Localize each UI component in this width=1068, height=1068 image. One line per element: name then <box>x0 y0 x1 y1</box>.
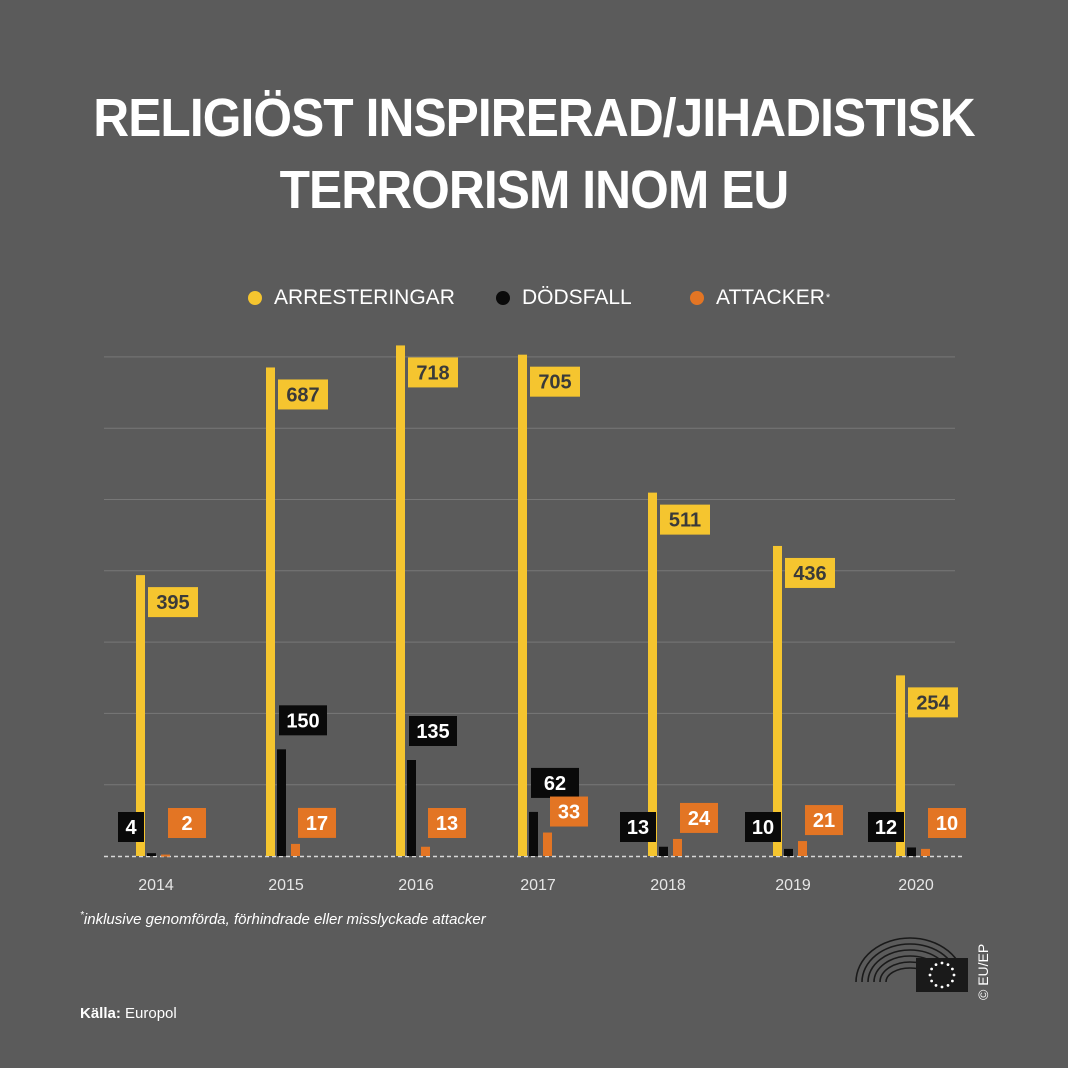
bar-attacker-2019 <box>798 841 807 856</box>
data-label-bg-dodsfall-2017 <box>531 767 579 798</box>
data-label-arresteringar-2020: 254 <box>916 692 950 714</box>
bar-arresteringar-2014 <box>136 575 145 856</box>
data-label-attacker-2014: 2 <box>181 813 192 835</box>
bar-dodsfall-2019 <box>784 848 793 856</box>
data-label-bg-dodsfall-2019 <box>745 812 781 842</box>
legend-label-dodsfall: DÖDSFALL <box>522 286 632 309</box>
bar-arresteringar-2019 <box>773 545 782 856</box>
data-label-bg-attacker-2018 <box>680 802 718 833</box>
data-label-bg-arresteringar-2015 <box>278 379 328 410</box>
x-tick-label-2014: 2014 <box>138 877 174 894</box>
legend-attacker-note: * <box>825 292 831 304</box>
x-tick-label-2017: 2017 <box>520 877 556 894</box>
data-label-bg-attacker-2020 <box>928 808 966 838</box>
x-tick-label-2015: 2015 <box>268 877 304 894</box>
legend-marker-attacker <box>690 291 704 305</box>
data-label-dodsfall-2016: 135 <box>416 721 449 743</box>
data-label-bg-arresteringar-2017 <box>530 366 580 397</box>
european-parliament-logo <box>855 937 968 992</box>
data-label-bg-arresteringar-2018 <box>660 504 710 535</box>
source-credit: Källa: Europol <box>80 1005 177 1022</box>
data-label-dodsfall-2017: 62 <box>544 773 566 795</box>
bar-arresteringar-2018 <box>648 492 657 856</box>
bar-arresteringar-2016 <box>396 345 405 856</box>
data-label-attacker-2017: 33 <box>558 802 580 824</box>
bar-attacker-2018 <box>673 838 682 856</box>
data-label-bg-dodsfall-2014 <box>118 812 144 842</box>
footnote-text: inklusive genomförda, förhindrade eller … <box>83 911 486 928</box>
data-label-bg-arresteringar-2019 <box>785 557 835 588</box>
copyright-notice: © EU/EP <box>975 943 991 1000</box>
data-label-bg-attacker-2015 <box>298 807 336 838</box>
bar-dodsfall-2018 <box>659 846 668 856</box>
data-label-bg-attacker-2016 <box>428 808 466 838</box>
bar-arresteringar-2017 <box>518 354 527 856</box>
data-label-attacker-2019: 21 <box>813 810 835 832</box>
bar-attacker-2017 <box>543 832 552 856</box>
bar-dodsfall-2015 <box>277 749 286 856</box>
data-label-bg-dodsfall-2020 <box>868 812 904 842</box>
data-label-bg-attacker-2017 <box>550 796 588 827</box>
x-tick-label-2019: 2019 <box>775 877 811 894</box>
chart-legend: ARRESTERINGAR DÖDSFALL ATTACKER * <box>0 286 1068 322</box>
bar-dodsfall-2016 <box>407 760 416 856</box>
legend-label-arresteringar: ARRESTERINGAR <box>274 286 455 309</box>
data-label-bg-arresteringar-2020 <box>908 687 958 718</box>
data-label-arresteringar-2014: 395 <box>156 592 189 614</box>
bar-attacker-2014 <box>161 854 170 857</box>
bar-dodsfall-2014 <box>147 853 156 856</box>
data-label-bg-arresteringar-2016 <box>408 357 458 388</box>
data-label-attacker-2016: 13 <box>436 813 458 835</box>
footnote-marker: * <box>80 910 84 921</box>
source-value: Europol <box>125 1005 177 1022</box>
footnote: *inklusive genomförda, förhindrade eller… <box>80 910 486 928</box>
data-label-attacker-2020: 10 <box>936 813 958 835</box>
data-label-dodsfall-2015: 150 <box>286 710 319 732</box>
data-label-dodsfall-2020: 12 <box>875 817 897 839</box>
chart-title-line-2: TERRORISM INOM EU <box>279 160 790 220</box>
bar-dodsfall-2020 <box>907 847 916 856</box>
legend-label-attacker: ATTACKER <box>716 286 825 309</box>
bar-attacker-2015 <box>291 843 300 856</box>
data-label-bg-dodsfall-2018 <box>620 812 656 842</box>
data-label-dodsfall-2019: 10 <box>752 817 774 839</box>
data-label-arresteringar-2018: 511 <box>669 510 701 532</box>
bar-attacker-2016 <box>421 846 430 856</box>
data-label-bg-dodsfall-2016 <box>409 716 457 746</box>
data-label-attacker-2018: 24 <box>688 808 711 830</box>
data-label-bg-attacker-2019 <box>805 805 843 836</box>
data-label-arresteringar-2015: 687 <box>286 384 319 406</box>
chart-title-line-1: RELIGIÖST INSPIRERAD/JIHADISTISK <box>93 88 975 148</box>
legend-marker-arresteringar <box>248 291 262 305</box>
legend-item-arresteringar: ARRESTERINGAR <box>248 286 455 310</box>
data-label-attacker-2015: 17 <box>306 813 328 835</box>
data-label-arresteringar-2019: 436 <box>793 563 826 585</box>
x-tick-label-2018: 2018 <box>650 877 686 894</box>
chart-title: RELIGIÖST INSPIRERAD/JIHADISTISK TERRORI… <box>43 82 1026 226</box>
bar-attacker-2020 <box>921 848 930 856</box>
data-label-arresteringar-2017: 705 <box>538 372 571 394</box>
legend-item-attacker: ATTACKER * <box>690 286 830 310</box>
data-label-bg-dodsfall-2015 <box>279 705 327 736</box>
legend-item-dodsfall: DÖDSFALL <box>496 286 632 310</box>
x-tick-label-2020: 2020 <box>898 877 934 894</box>
bar-arresteringar-2020 <box>896 675 905 856</box>
bar-dodsfall-2017 <box>529 811 538 856</box>
x-tick-label-2016: 2016 <box>398 877 434 894</box>
data-label-bg-attacker-2014 <box>168 808 206 838</box>
data-label-bg-arresteringar-2014 <box>148 587 198 618</box>
data-label-dodsfall-2018: 13 <box>627 817 649 839</box>
bar-arresteringar-2015 <box>266 367 275 856</box>
source-label: Källa: <box>80 1005 121 1022</box>
legend-marker-dodsfall <box>496 291 510 305</box>
data-label-dodsfall-2014: 4 <box>125 817 137 839</box>
data-label-arresteringar-2016: 718 <box>416 362 449 384</box>
